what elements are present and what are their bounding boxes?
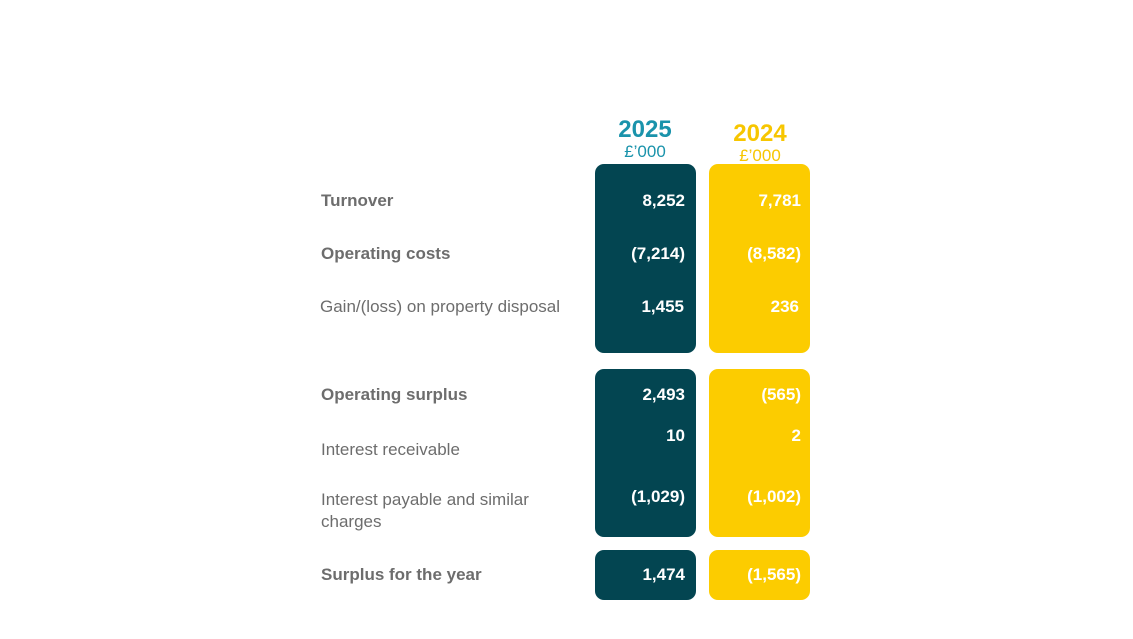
value-2025-operating-surplus: 2,493	[642, 385, 685, 404]
row-label-turnover: Turnover	[321, 191, 394, 210]
row-label-surplus-for-the-year: Surplus for the year	[321, 565, 482, 584]
value-2024-interest-receivable: 2	[791, 426, 801, 445]
column-header-2025: 2025 £’000	[595, 116, 695, 161]
block-2024-revenue	[709, 164, 810, 353]
value-2024-operating-costs: (8,582)	[747, 244, 801, 263]
value-2025-interest-receivable: 10	[666, 426, 685, 445]
year-label-2025: 2025	[618, 116, 672, 143]
unit-label-2025: £’000	[624, 142, 666, 161]
value-2025-operating-costs: (7,214)	[631, 244, 685, 263]
value-2025-surplus-for-the-year: 1,474	[642, 565, 685, 584]
block-2024-total	[709, 550, 810, 600]
row-label-gain-loss-disposal: Gain/(loss) on property disposal	[320, 297, 561, 316]
column-header-2024: 2024 £’000	[710, 120, 810, 165]
row-label-interest-receivable: Interest receivable	[321, 440, 460, 459]
value-2024-operating-surplus: (565)	[761, 385, 801, 404]
value-2024-gain-loss-disposal: 236	[770, 297, 799, 316]
row-label-operating-costs: Operating costs	[321, 244, 451, 263]
block-2025-total	[595, 550, 696, 600]
year-label-2024: 2024	[733, 120, 787, 147]
value-2025-interest-payable: (1,029)	[631, 487, 685, 506]
block-2024-surplus	[709, 369, 810, 537]
value-2024-interest-payable: (1,002)	[747, 487, 801, 506]
value-2024-turnover: 7,781	[758, 191, 801, 210]
value-2024-surplus-for-the-year: (1,565)	[747, 565, 801, 584]
row-label-operating-surplus: Operating surplus	[321, 385, 468, 404]
block-2025-surplus	[595, 369, 696, 537]
value-2025-turnover: 8,252	[642, 191, 685, 210]
block-2025-revenue	[595, 164, 696, 353]
row-label-interest-payable: Interest payable and similar charges	[321, 490, 529, 531]
unit-label-2024: £’000	[739, 146, 781, 165]
value-2025-gain-loss-disposal: 1,455	[641, 297, 684, 316]
